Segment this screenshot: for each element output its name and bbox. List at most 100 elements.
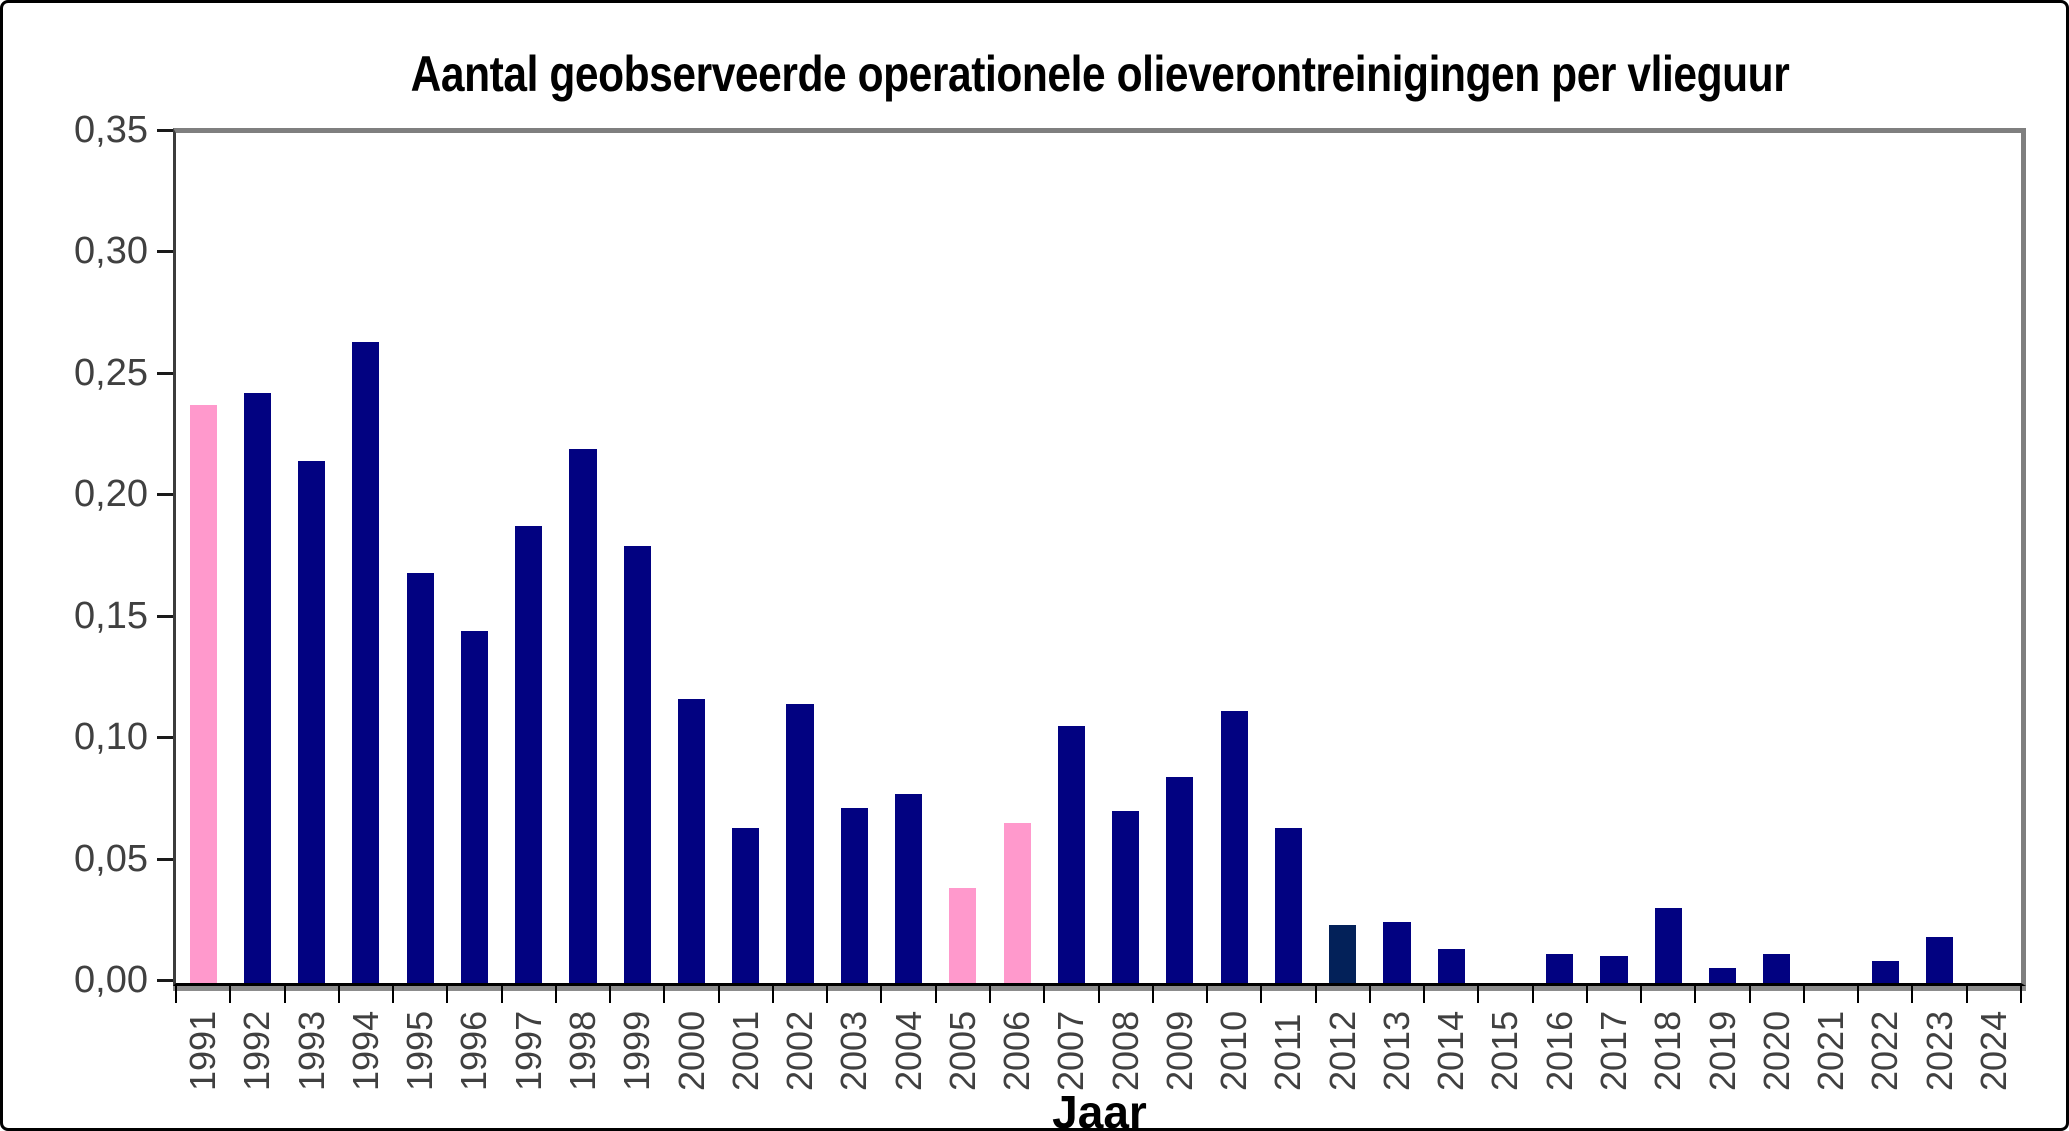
- bar-2013: [1383, 922, 1411, 983]
- y-tick-0,00: [157, 979, 173, 982]
- bar-slot-2005: [936, 133, 990, 983]
- x-tick-31: [1857, 986, 1860, 1003]
- y-tick-label-0,00: 0,00: [74, 959, 148, 1001]
- y-tick-label-0,35: 0,35: [74, 109, 148, 151]
- chart-title-row: Aantal geobserveerde operationele olieve…: [173, 45, 2026, 103]
- y-tick-label-0,30: 0,30: [74, 230, 148, 273]
- x-tick-27: [1640, 986, 1643, 1003]
- x-tick-2: [283, 986, 286, 1003]
- x-tick-label-2012: 2012: [1321, 1010, 1363, 1091]
- x-tick-label-2006: 2006: [996, 1010, 1038, 1091]
- bar-2019: [1709, 968, 1737, 983]
- x-tick-26: [1585, 986, 1588, 1003]
- x-tick-label-2018: 2018: [1647, 1010, 1689, 1091]
- bar-slot-2004: [881, 133, 935, 983]
- x-tick-19: [1206, 986, 1209, 1003]
- bar-slot-2024: [1967, 133, 2021, 983]
- x-tick-label-2002: 2002: [779, 1010, 821, 1091]
- bar-2016: [1546, 953, 1574, 983]
- bar-2022: [1871, 961, 1899, 983]
- bar-slot-2011: [1261, 133, 1315, 983]
- x-tick-label-1998: 1998: [561, 1010, 603, 1091]
- bar-slot-2019: [1695, 133, 1749, 983]
- bar-2008: [1112, 810, 1140, 983]
- bar-1994: [352, 341, 380, 983]
- x-tick-label-1995: 1995: [399, 1010, 441, 1091]
- x-tick-32: [1911, 986, 1914, 1003]
- bar-slot-2003: [827, 133, 881, 983]
- x-tick-30: [1802, 986, 1805, 1003]
- x-tick-33: [1965, 986, 1968, 1003]
- x-tick-21: [1314, 986, 1317, 1003]
- x-tick-label-2017: 2017: [1593, 1010, 1634, 1091]
- bar-2018: [1654, 907, 1682, 983]
- bar-slot-2023: [1913, 133, 1967, 983]
- bar-slot-2020: [1750, 133, 1804, 983]
- bar-2023: [1926, 936, 1954, 983]
- x-tick-20: [1260, 986, 1263, 1003]
- bar-2007: [1057, 725, 1085, 983]
- bar-slot-1994: [339, 133, 393, 983]
- x-tick-22: [1368, 986, 1371, 1003]
- bar-slot-2016: [1533, 133, 1587, 983]
- x-tick-label-2014: 2014: [1430, 1010, 1472, 1091]
- bar-1992: [243, 392, 271, 983]
- x-tick-8: [609, 986, 612, 1003]
- x-tick-9: [663, 986, 666, 1003]
- y-tick-0,15: [157, 614, 173, 618]
- y-tick-label-0,20: 0,20: [74, 473, 148, 516]
- bar-slot-2013: [1370, 133, 1424, 983]
- x-tick-label-2008: 2008: [1104, 1010, 1146, 1091]
- bar-1998: [569, 448, 597, 983]
- x-tick-label-2011: 2011: [1267, 1013, 1309, 1091]
- bar-2012: [1329, 924, 1357, 983]
- x-tick-label-1992: 1992: [236, 1010, 278, 1091]
- x-tick-18: [1151, 986, 1154, 1003]
- bar-1997: [515, 526, 543, 983]
- bar-slot-2010: [1207, 133, 1261, 983]
- x-tick-label-2003: 2003: [833, 1010, 875, 1091]
- plot-bottom-frame: [173, 986, 2026, 991]
- bar-slot-2017: [1587, 133, 1641, 983]
- bar-2009: [1166, 776, 1194, 983]
- bar-slot-2007: [1044, 133, 1098, 983]
- y-tick-0,30: [157, 250, 173, 254]
- x-tick-label-2024: 2024: [1972, 1010, 2014, 1091]
- bar-slot-2022: [1858, 133, 1912, 983]
- x-tick-1: [229, 986, 232, 1003]
- x-tick-13: [880, 986, 883, 1003]
- bar-slot-2000: [664, 133, 718, 983]
- bar-slot-1998: [556, 133, 610, 983]
- bar-1995: [406, 572, 434, 983]
- x-tick-23: [1423, 986, 1426, 1003]
- x-tick-5: [446, 986, 449, 1003]
- bar-slot-1992: [230, 133, 284, 983]
- bars-container: [176, 133, 2021, 983]
- bar-2004: [895, 793, 923, 983]
- x-tick-16: [1043, 986, 1046, 1003]
- bar-1999: [623, 545, 651, 983]
- x-tick-0: [175, 986, 177, 1003]
- bar-slot-2001: [719, 133, 773, 983]
- x-tick-label-2000: 2000: [670, 1010, 712, 1091]
- x-tick-34: [2020, 986, 2022, 1003]
- x-tick-label-2001: 2001: [724, 1010, 766, 1091]
- bar-slot-2012: [1316, 133, 1370, 983]
- bar-slot-1996: [447, 133, 501, 983]
- x-axis-title: Jaar: [1052, 1086, 1147, 1131]
- bar-slot-1995: [393, 133, 447, 983]
- x-tick-label-2019: 2019: [1701, 1010, 1743, 1091]
- x-tick-25: [1531, 986, 1534, 1003]
- bar-1991: [189, 405, 217, 983]
- bar-slot-1997: [502, 133, 556, 983]
- x-tick-17: [1097, 986, 1100, 1003]
- bar-slot-1991: [176, 133, 230, 983]
- bar-2017: [1600, 956, 1628, 983]
- bar-2003: [840, 808, 868, 983]
- x-tick-label-2021: 2021: [1810, 1010, 1852, 1091]
- x-tick-29: [1748, 986, 1751, 1003]
- bar-2011: [1274, 827, 1302, 983]
- bar-slot-2015: [1478, 133, 1532, 983]
- bar-slot-2018: [1641, 133, 1695, 983]
- bar-2002: [786, 703, 814, 983]
